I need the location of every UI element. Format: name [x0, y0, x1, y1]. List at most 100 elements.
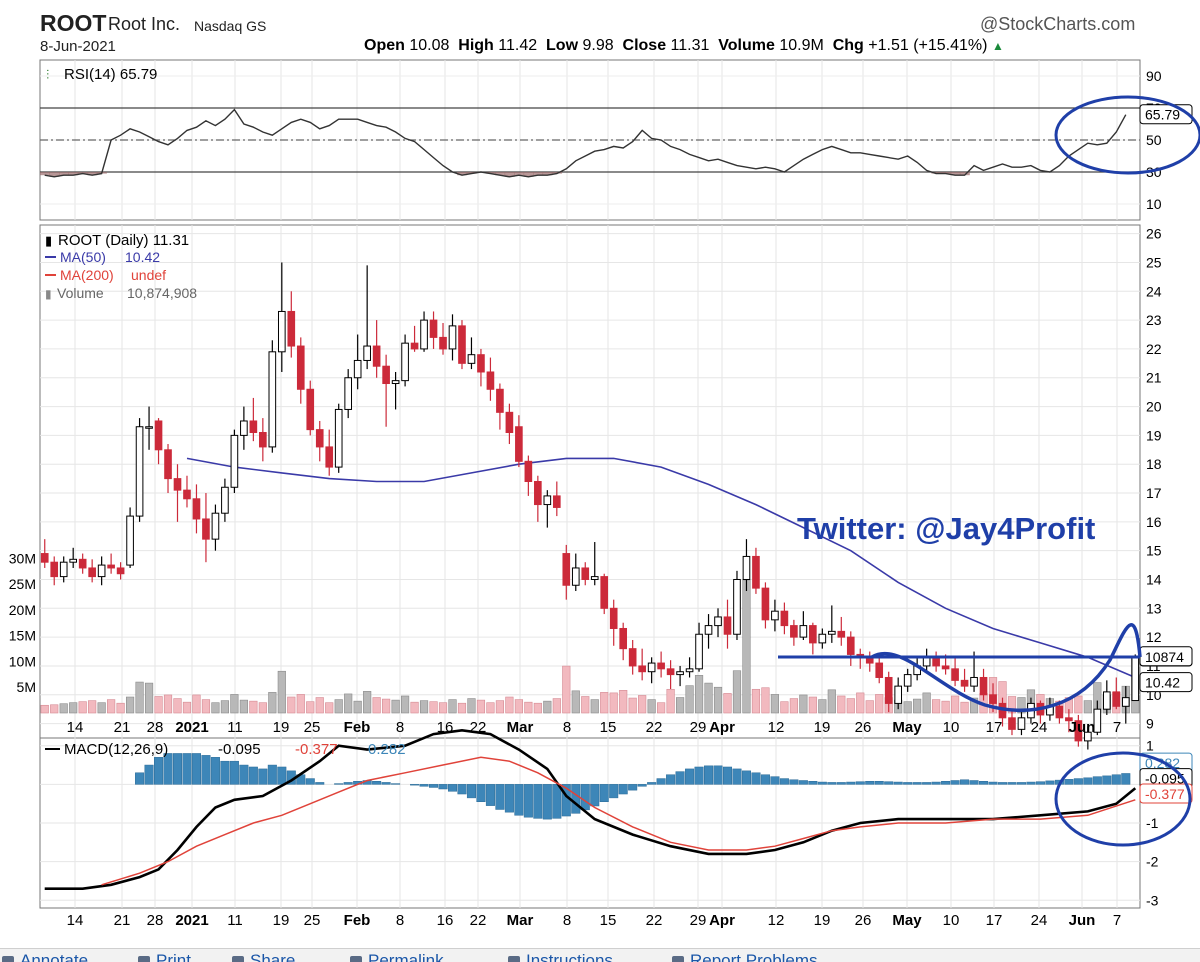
permalink-button[interactable]: Permalink: [350, 951, 444, 962]
candle-body: [799, 625, 808, 638]
candle-body: [600, 576, 609, 609]
volume-bar: [258, 702, 267, 714]
candle-body: [571, 567, 580, 586]
candle-body: [837, 630, 846, 638]
macd-y-tick-label: -1: [1146, 815, 1159, 831]
macd-histogram-bar: [343, 782, 353, 785]
macd-value-badge: -0.095: [1145, 771, 1185, 787]
volume-bar: [486, 702, 495, 714]
signal-line: [101, 756, 1136, 886]
macd-histogram-bar: [447, 784, 458, 792]
candle-body: [391, 380, 400, 385]
volume-bar: [657, 702, 666, 714]
candle-body: [192, 498, 201, 520]
price-x-tick-label: May: [892, 719, 922, 736]
volume-bar: [875, 694, 884, 714]
volume-bar: [571, 690, 580, 714]
macd-histogram-bar: [485, 784, 495, 806]
volume-bar: [903, 701, 912, 714]
link-icon: [350, 955, 362, 962]
macd-histogram-bar: [884, 781, 894, 785]
volume-bar: [723, 693, 732, 714]
volume-y-tick-label: 30M: [9, 550, 36, 566]
candle-body: [875, 662, 884, 678]
rsi-line: [44, 108, 1127, 178]
chg-label: Chg: [832, 37, 864, 54]
rsi-oversold-fill: [950, 172, 961, 176]
close-label: Close: [622, 37, 667, 54]
macd-histogram-bar: [239, 764, 249, 785]
macd-histogram-bar: [542, 784, 552, 820]
share-button[interactable]: Share: [232, 951, 295, 962]
volume-value: 10.9M: [779, 37, 824, 54]
candle-body: [306, 388, 315, 431]
macd-histogram-bar: [305, 778, 315, 785]
candle-body: [932, 656, 940, 667]
permalink-label: Permalink: [368, 951, 444, 962]
candle-body: [960, 679, 969, 687]
candle-body: [771, 610, 779, 621]
price-x-tick-label: 17: [986, 719, 1003, 736]
volume-bar: [780, 701, 789, 714]
macd-histogram-bar: [504, 784, 514, 813]
macd-x-tick-label: Jun: [1069, 912, 1096, 929]
candles: [40, 262, 1140, 750]
question-icon: [672, 955, 684, 962]
macd-histogram-bar: [893, 781, 903, 785]
candle-body: [676, 671, 684, 676]
volume-bar: [770, 694, 780, 714]
macd-x-tick-label: 26: [855, 912, 872, 929]
price-y-tick-label: 13: [1146, 600, 1162, 616]
macd-histogram-bar: [1092, 776, 1102, 785]
macd-histogram-bar: [552, 784, 562, 819]
volume-bar: [306, 701, 315, 714]
signal-value-badge-box: [1139, 783, 1193, 804]
volume-bar: [40, 704, 49, 714]
candle-body: [761, 587, 770, 621]
report-problems-button[interactable]: Report Problems: [672, 951, 818, 962]
volume-bar: [353, 700, 362, 714]
macd-histogram-bar: [789, 779, 799, 785]
macd-x-tick-label: 2021: [175, 912, 208, 929]
price-x-tick-label: 10: [943, 719, 960, 736]
volume-bar: [239, 699, 248, 714]
macd-histogram-bar: [912, 782, 922, 785]
candle-body: [315, 429, 324, 448]
volume-bar: [249, 700, 258, 714]
rsi-legend: RSI(14) 65.79: [64, 66, 157, 83]
macd-legend-value: -0.095: [218, 741, 261, 758]
volume-bar: [969, 697, 979, 714]
volume-bar: [334, 699, 343, 714]
candle-body: [268, 351, 277, 448]
macd-histogram-bar: [1045, 780, 1055, 785]
candle-body: [894, 685, 903, 704]
instructions-button[interactable]: Instructions: [508, 951, 613, 962]
candle-body: [941, 665, 950, 670]
price-x-tick-label: Mar: [507, 719, 534, 736]
candle-body: [790, 625, 798, 638]
print-button[interactable]: Print: [138, 951, 191, 962]
macd-histogram-bar: [997, 782, 1008, 785]
annotate-button[interactable]: Annotate: [2, 951, 88, 962]
stockcharts-logo[interactable]: @StockCharts.com: [980, 14, 1136, 34]
rsi-oversold-fill: [58, 172, 69, 176]
candle-body: [401, 342, 409, 382]
signal-value-badge: -0.377: [1145, 786, 1185, 802]
macd-x-tick-label: 22: [646, 912, 663, 929]
candle-body: [97, 564, 106, 578]
macd-histogram-bar: [941, 781, 951, 785]
candle-body: [1112, 691, 1121, 707]
volume-bar: [182, 701, 192, 714]
macd-x-tick-label: 8: [396, 912, 404, 929]
price-x-tick-label: 21: [114, 719, 131, 736]
candle-body: [259, 432, 267, 448]
volume-bar: [116, 702, 125, 714]
candle-body: [524, 460, 533, 482]
volume-bar: [524, 701, 533, 714]
macd-histogram-bar: [855, 781, 865, 785]
volume-bar: [230, 694, 239, 714]
rsi-oversold-fill: [77, 172, 88, 174]
volume-bar: [950, 695, 960, 714]
volume-bar: [296, 694, 305, 714]
macd-histogram-bar: [1073, 778, 1083, 785]
